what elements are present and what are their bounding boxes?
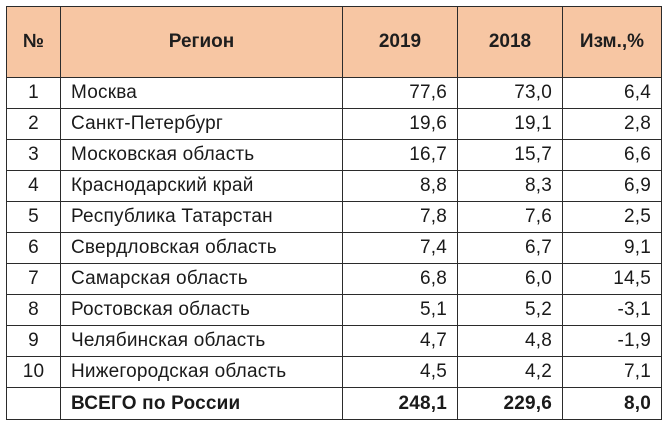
row-region: Республика Татарстан [60,201,343,233]
table-header: № Регион 2019 2018 Изм.,% [6,6,662,78]
row-region: Ростовская область [60,294,343,326]
row-change: 6,9 [562,170,662,202]
row-change: 6,6 [562,139,662,171]
row-region: Челябинская область [60,325,343,357]
row-number: 2 [6,108,61,140]
row-number: 3 [6,139,61,171]
row-number: 7 [6,263,61,295]
table-row: 8 Ростовская область 5,1 5,2 -3,1 [6,294,662,326]
row-change: -3,1 [562,294,662,326]
table-row: 7 Самарская область 6,8 6,0 14,5 [6,263,662,295]
total-change: 8,0 [562,387,662,420]
total-label: ВСЕГО по России [60,387,343,420]
row-2018: 8,3 [457,170,563,202]
row-change: 2,8 [562,108,662,140]
table-row: 10 Нижегородская область 4,5 4,2 7,1 [6,356,662,388]
row-number: 5 [6,201,61,233]
row-number: 8 [6,294,61,326]
row-2019: 8,8 [342,170,458,202]
table-row: 5 Республика Татарстан 7,8 7,6 2,5 [6,201,662,233]
header-change: Изм.,% [562,6,662,78]
row-2018: 7,6 [457,201,563,233]
row-region: Свердловская область [60,232,343,264]
regions-table-container: № Регион 2019 2018 Изм.,% 1 Москва 77,6 73,… [6,6,662,420]
row-number: 10 [6,356,61,388]
table-row: 6 Свердловская область 7,4 6,7 9,1 [6,232,662,264]
row-region: Санкт-Петербург [60,108,343,140]
row-2018: 19,1 [457,108,563,140]
row-change: 9,1 [562,232,662,264]
row-region: Нижегородская область [60,356,343,388]
row-2018: 73,0 [457,77,563,109]
row-change: 2,5 [562,201,662,233]
table-row: 3 Московская область 16,7 15,7 6,6 [6,139,662,171]
total-2018: 229,6 [457,387,563,420]
row-2019: 7,4 [342,232,458,264]
row-2018: 4,8 [457,325,563,357]
header-region: Регион [60,6,343,78]
row-2018: 5,2 [457,294,563,326]
header-2019: 2019 [342,6,458,78]
table-body: 1 Москва 77,6 73,0 6,4 2 Санкт-Петербург 19,6 19… [6,77,662,420]
table-row: 2 Санкт-Петербург 19,6 19,1 2,8 [6,108,662,140]
row-2018: 6,0 [457,263,563,295]
row-2019: 19,6 [342,108,458,140]
row-number: 9 [6,325,61,357]
row-2018: 15,7 [457,139,563,171]
row-number: 1 [6,77,61,109]
table-row: 1 Москва 77,6 73,0 6,4 [6,77,662,109]
row-2019: 5,1 [342,294,458,326]
total-row: ВСЕГО по России 248,1 229,6 8,0 [6,387,662,420]
total-2019: 248,1 [342,387,458,420]
row-change: 7,1 [562,356,662,388]
row-2019: 16,7 [342,139,458,171]
table-row: 4 Краснодарский край 8,8 8,3 6,9 [6,170,662,202]
header-row: № Регион 2019 2018 Изм.,% [6,6,662,78]
row-number: 4 [6,170,61,202]
row-change: 6,4 [562,77,662,109]
header-2018: 2018 [457,6,563,78]
row-2019: 7,8 [342,201,458,233]
row-region: Самарская область [60,263,343,295]
row-number: 6 [6,232,61,264]
row-2018: 6,7 [457,232,563,264]
row-change: -1,9 [562,325,662,357]
row-2018: 4,2 [457,356,563,388]
row-2019: 4,5 [342,356,458,388]
header-number: № [6,6,61,78]
row-region: Краснодарский край [60,170,343,202]
table-row: 9 Челябинская область 4,7 4,8 -1,9 [6,325,662,357]
total-number-cell [6,387,61,420]
row-2019: 4,7 [342,325,458,357]
row-2019: 77,6 [342,77,458,109]
regions-table: № Регион 2019 2018 Изм.,% 1 Москва 77,6 73,… [6,6,662,420]
row-region: Москва [60,77,343,109]
row-region: Московская область [60,139,343,171]
row-2019: 6,8 [342,263,458,295]
row-change: 14,5 [562,263,662,295]
